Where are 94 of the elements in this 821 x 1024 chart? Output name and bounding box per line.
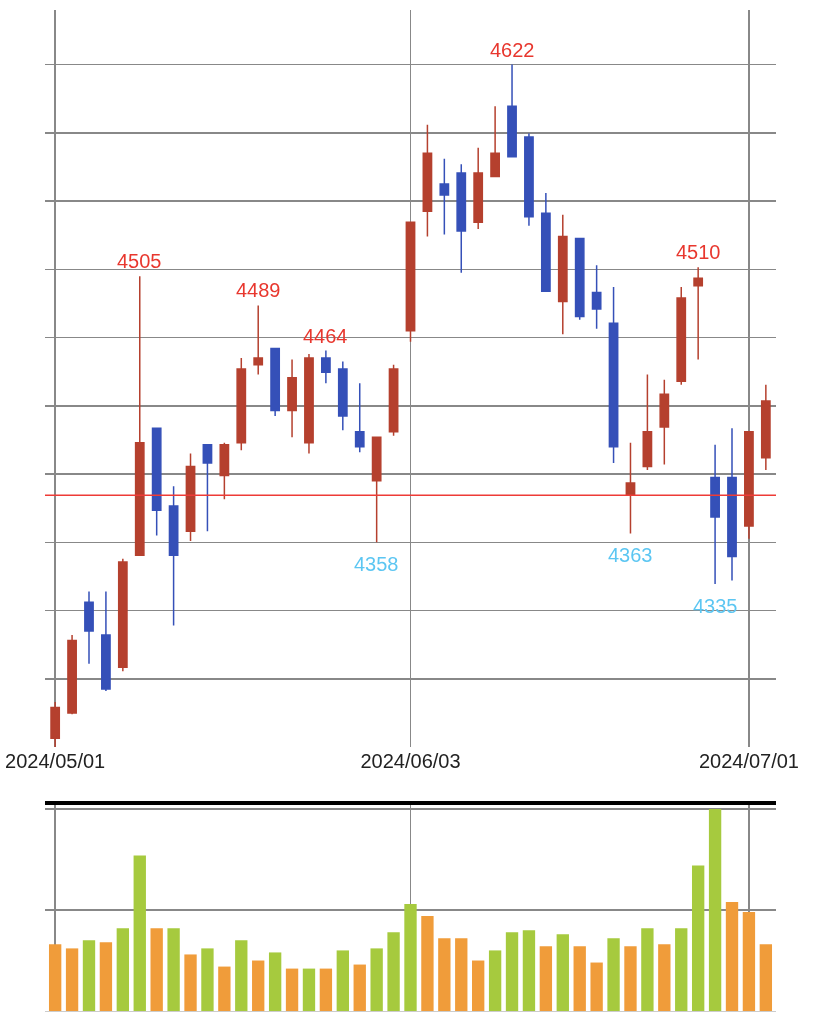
candlestick xyxy=(202,443,213,533)
annotation: 4363 xyxy=(608,544,653,566)
bar xyxy=(184,954,197,1011)
bar xyxy=(658,944,671,1011)
bar xyxy=(387,932,400,1011)
candlestick xyxy=(371,436,382,544)
candlestick xyxy=(591,264,602,330)
bar xyxy=(336,950,349,1011)
bar xyxy=(319,968,333,1011)
bar xyxy=(252,960,265,1011)
candlestick xyxy=(710,443,720,585)
candlestick xyxy=(50,701,61,747)
bar xyxy=(607,938,620,1011)
candlestick xyxy=(642,373,653,471)
candlestick xyxy=(659,379,670,466)
annotation: 4505 xyxy=(117,250,162,272)
bar xyxy=(99,942,113,1011)
bar xyxy=(675,928,688,1011)
candlestick xyxy=(676,286,687,386)
bar xyxy=(624,946,637,1011)
candlestick xyxy=(760,383,771,471)
bar xyxy=(268,952,282,1011)
bar xyxy=(404,903,417,1011)
candlestick xyxy=(473,147,484,230)
candlestick xyxy=(321,349,331,385)
bar xyxy=(573,946,586,1011)
bar xyxy=(641,928,654,1011)
candlestick xyxy=(608,286,619,464)
bar xyxy=(759,944,773,1011)
bar xyxy=(421,916,434,1011)
bar xyxy=(133,855,146,1011)
bar xyxy=(353,964,366,1011)
bar xyxy=(150,928,163,1011)
bar xyxy=(201,948,214,1011)
candlestick xyxy=(236,357,247,451)
x-tick-label: 2024/07/01 xyxy=(698,750,799,772)
candlestick xyxy=(253,304,264,376)
bar xyxy=(590,962,603,1011)
bar xyxy=(116,928,130,1011)
candlestick xyxy=(304,353,314,455)
candlestick xyxy=(151,427,162,537)
bar xyxy=(235,940,248,1011)
annotation: 4489 xyxy=(236,279,281,301)
candlestick xyxy=(117,557,128,672)
x-tick-label: 2024/05/01 xyxy=(5,750,106,772)
candlestick xyxy=(439,158,450,236)
candlestick xyxy=(744,430,754,540)
candlestick xyxy=(507,63,517,158)
bar xyxy=(691,865,705,1011)
candlestick xyxy=(524,132,534,227)
annotation: 4622 xyxy=(490,39,535,61)
bar xyxy=(488,950,502,1011)
candlestick xyxy=(337,360,348,432)
bar xyxy=(505,932,519,1011)
candlestick xyxy=(84,590,94,665)
candlestick xyxy=(625,441,636,535)
candlestick xyxy=(354,382,365,453)
candlestick xyxy=(405,221,416,343)
candlestick xyxy=(270,347,281,417)
candlestick xyxy=(557,213,568,335)
candlestick xyxy=(422,123,433,238)
x-tick-label: 2024/06/03 xyxy=(360,750,461,772)
bar xyxy=(742,912,756,1011)
candlestick xyxy=(134,275,145,556)
candlestick xyxy=(574,237,585,321)
bar xyxy=(539,946,553,1011)
bar xyxy=(438,938,451,1011)
bar xyxy=(302,968,316,1011)
bar xyxy=(48,944,62,1011)
candlestick xyxy=(456,163,467,274)
annotation: 4358 xyxy=(354,553,399,575)
candlestick xyxy=(727,427,737,582)
bar xyxy=(725,901,739,1011)
bar xyxy=(82,940,96,1011)
bar xyxy=(455,938,468,1011)
bar xyxy=(522,930,536,1011)
candlestick xyxy=(219,441,230,501)
bar xyxy=(167,928,180,1011)
candlestick xyxy=(490,105,500,178)
candlestick xyxy=(540,192,551,292)
annotation: 4510 xyxy=(676,241,721,263)
bar xyxy=(65,948,79,1011)
bar xyxy=(370,948,383,1011)
bar xyxy=(472,960,485,1011)
candlestick xyxy=(67,634,77,715)
bar xyxy=(556,934,569,1011)
bar xyxy=(285,968,299,1011)
bar xyxy=(218,966,231,1011)
bar xyxy=(708,809,722,1011)
candlestick xyxy=(693,266,704,361)
candlestick xyxy=(168,485,179,627)
candlestick xyxy=(287,358,297,438)
candlestick xyxy=(101,590,111,692)
candlestick xyxy=(388,364,399,437)
